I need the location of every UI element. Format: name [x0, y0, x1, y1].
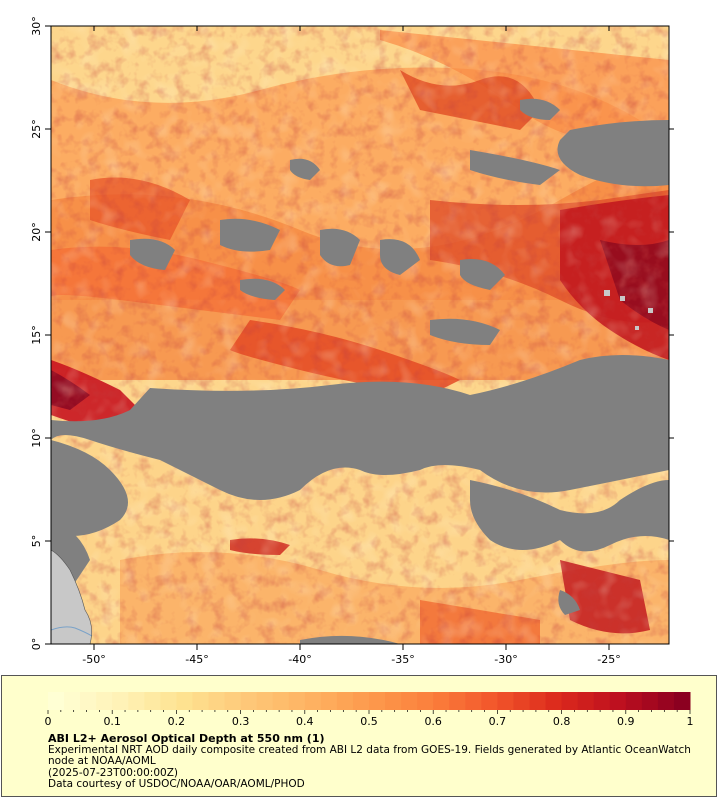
- lat-tick-label: 0°: [30, 638, 43, 651]
- colorbar-swatch: [144, 692, 161, 710]
- colorbar-ticks: [47, 710, 691, 714]
- colorbar-label: 1: [687, 715, 694, 728]
- colorbar-label: 0.4: [296, 715, 314, 728]
- colorbar-label: 0.5: [360, 715, 378, 728]
- colorbar-swatch: [128, 692, 145, 710]
- lon-tick-label: -35°: [391, 653, 414, 666]
- colorbar-swatch: [96, 692, 113, 710]
- colorbar-swatch: [64, 692, 81, 710]
- no-data-mask: [51, 98, 669, 644]
- colorbar-swatch: [320, 692, 338, 710]
- river-line: [51, 626, 93, 637]
- legend-description: Experimental NRT AOD daily composite cre…: [48, 743, 691, 767]
- legend-title: ABI L2+ Aerosol Optical Depth at 550 nm …: [48, 732, 325, 745]
- colorbar-swatch: [256, 692, 274, 710]
- colorbar-swatch: [449, 692, 466, 710]
- lon-tick-label: -30°: [494, 653, 517, 666]
- colorbar-labels: 0 0.1 0.2 0.3 0.4 0.5 0.6 0.7 0.8 0.9 1: [45, 715, 694, 728]
- map-plot-area: [51, 26, 669, 644]
- lat-tick-label: 5°: [30, 535, 43, 548]
- colorbar-swatch: [625, 692, 643, 710]
- colorbar-swatch: [304, 692, 322, 710]
- colorbar-swatch: [641, 692, 659, 710]
- legend-credit: Data courtesy of USDOC/NOAA/OAR/AOML/PHO…: [48, 778, 305, 790]
- colorbar-swatch: [288, 692, 306, 710]
- lat-axis: 0° 5° 10° 15° 20° 25° 30°: [30, 16, 674, 650]
- island: [635, 326, 639, 330]
- lat-tick-label: 10°: [30, 428, 43, 448]
- colorbar-label: 0.1: [103, 715, 121, 728]
- land-south-america: [51, 550, 92, 644]
- lat-tick-label: 30°: [30, 16, 43, 36]
- coast-line: [51, 549, 92, 644]
- colorbar-swatch: [176, 692, 193, 710]
- lon-tick-label: -50°: [82, 653, 105, 666]
- colorbar-label: 0: [45, 715, 52, 728]
- lon-tick-label: -40°: [288, 653, 311, 666]
- island: [604, 290, 610, 296]
- colorbar-swatch: [369, 692, 386, 710]
- colorbar-swatch: [497, 692, 514, 710]
- colorbar-swatch: [272, 692, 290, 710]
- colorbar-swatch: [160, 692, 177, 710]
- colorbar-swatch: [240, 692, 258, 710]
- colorbar-swatch: [112, 692, 129, 710]
- colorbar-swatch: [80, 692, 97, 710]
- colorbar-swatch: [545, 692, 563, 710]
- colorbar-label: 0.3: [232, 715, 250, 728]
- lat-tick-label: 25°: [30, 119, 43, 139]
- legend-panel: 0 0.1 0.2 0.3 0.4 0.5 0.6 0.7 0.8 0.9 1 ABI L2+ Ae…: [1, 675, 717, 797]
- colorbar-swatch: [48, 692, 65, 710]
- lon-tick-label: -25°: [597, 653, 620, 666]
- colorbar-label: 0.9: [617, 715, 635, 728]
- legend-timestamp: (2025-07-23T00:00:00Z): [48, 766, 178, 779]
- colorbar-swatch: [513, 692, 530, 710]
- colorbar-swatch: [657, 692, 675, 710]
- colorbar-swatch: [208, 692, 226, 710]
- colorbar-swatch: [673, 692, 691, 710]
- colorbar-swatch: [385, 692, 402, 710]
- colorbar-swatch: [529, 692, 547, 710]
- lon-axis: -50° -45° -40° -35° -30° -25°: [82, 26, 621, 666]
- colorbar-swatch: [593, 692, 611, 710]
- colorbar: 0 0.1 0.2 0.3 0.4 0.5 0.6 0.7 0.8 0.9 1: [45, 692, 694, 728]
- colorbar-label: 0.7: [489, 715, 507, 728]
- colorbar-swatch: [609, 692, 627, 710]
- colorbar-swatch: [417, 692, 434, 710]
- colorbar-swatch: [401, 692, 418, 710]
- colorbar-swatch: [224, 692, 242, 710]
- colorbar-label: 0.6: [424, 715, 442, 728]
- colorbar-swatch: [433, 692, 450, 710]
- aod-map: -50° -45° -40° -35° -30° -25° 0° 5° 10° …: [30, 16, 674, 666]
- lon-tick-label: -45°: [185, 653, 208, 666]
- colorbar-swatch: [352, 692, 370, 710]
- lat-tick-label: 15°: [30, 325, 43, 345]
- colorbar-swatch: [481, 692, 498, 710]
- lat-tick-label: 20°: [30, 222, 43, 242]
- island: [648, 308, 653, 313]
- colorbar-label: 0.2: [168, 715, 186, 728]
- legend-text: ABI L2+ Aerosol Optical Depth at 550 nm …: [48, 733, 708, 791]
- aod-texture-light: [51, 26, 669, 644]
- colorbar-swatch: [336, 692, 354, 710]
- colorbar-label: 0.8: [553, 715, 571, 728]
- colorbar-swatch: [192, 692, 209, 710]
- colorbar-swatches: [48, 692, 691, 710]
- colorbar-swatch: [561, 692, 579, 710]
- island: [620, 296, 625, 301]
- colorbar-swatch: [577, 692, 595, 710]
- colorbar-swatch: [465, 692, 482, 710]
